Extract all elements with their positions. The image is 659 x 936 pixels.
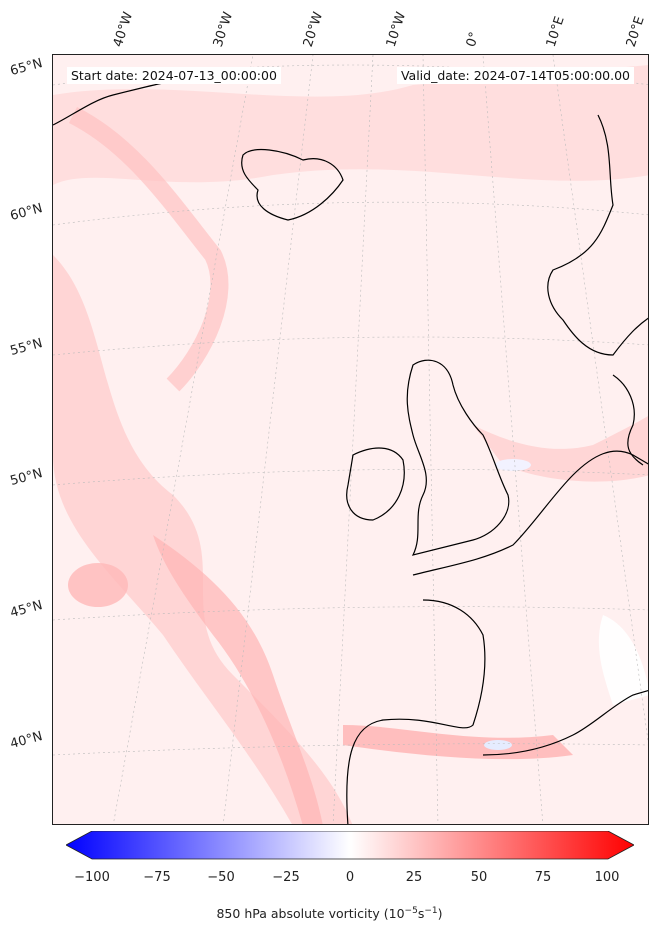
colorbar-tick: 75 — [534, 870, 552, 885]
vorticity-band — [53, 255, 353, 824]
lon-label-30w: 30°W — [210, 10, 237, 49]
colorbar-tick: −25 — [272, 870, 300, 885]
lon-label-10w: 10°W — [383, 10, 410, 49]
vorticity-white-area — [598, 615, 648, 705]
norway-coast — [547, 114, 648, 356]
colorbar-title: 850 hPa absolute vorticity (10−5s−1) — [0, 906, 659, 921]
colorbar-title-suffix: ) — [437, 906, 443, 922]
lat-label-55n: 55°N — [8, 336, 45, 359]
coastlines — [53, 82, 648, 824]
colorbar-tick: 25 — [405, 870, 423, 885]
vorticity-band — [53, 65, 648, 185]
colorbar-tick: 50 — [470, 870, 488, 885]
colorbar-tick: −75 — [143, 870, 171, 885]
iceland-coast — [241, 149, 344, 221]
greenland-coast — [53, 82, 164, 126]
colorbar-tick: −50 — [207, 870, 235, 885]
colorbar-tick: −100 — [74, 870, 110, 885]
lon-label-20e: 20°E — [623, 14, 648, 50]
map-panel: Start date: 2024-07-13_00:00:00 Valid_da… — [52, 54, 649, 825]
france-iberia-coast — [346, 599, 486, 824]
great-britain-coast — [406, 359, 510, 556]
continent-coast — [412, 450, 648, 576]
vorticity-band — [343, 725, 573, 760]
vorticity-map — [53, 55, 648, 824]
start-date-label: Start date: 2024-07-13_00:00:00 — [67, 67, 281, 84]
denmark-coast — [612, 374, 644, 466]
lon-label-40w: 40°W — [110, 10, 137, 49]
colorbar-title-unit: s — [417, 906, 425, 922]
lon-label-0: 0° — [463, 30, 483, 49]
lat-label-40n: 40°N — [8, 729, 45, 752]
vorticity-band — [68, 106, 229, 392]
colorbar-body — [66, 831, 634, 860]
lat-label-50n: 50°N — [8, 466, 45, 489]
lat-label-45n: 45°N — [8, 598, 45, 621]
lon-label-10e: 10°E — [543, 14, 568, 50]
vorticity-blob — [68, 563, 128, 607]
colorbar — [66, 831, 634, 860]
negative-vorticity — [495, 459, 531, 471]
colorbar-tick: 100 — [594, 870, 620, 885]
negative-vorticity — [484, 740, 512, 750]
lon-label-20w: 20°W — [300, 10, 327, 49]
colorbar-title-exponent: −1 — [424, 906, 438, 916]
colorbar-tick: 0 — [345, 870, 355, 885]
lat-label-65n: 65°N — [8, 56, 45, 79]
colorbar-title-prefix: 850 hPa absolute vorticity (10 — [216, 906, 405, 922]
ireland-coast — [346, 447, 405, 521]
vorticity-band — [153, 535, 323, 824]
lat-label-60n: 60°N — [8, 201, 45, 224]
valid-date-label: Valid_date: 2024-07-14T05:00:00.00 — [396, 67, 634, 84]
colorbar-title-exponent: −5 — [404, 906, 418, 916]
spain-north-coast — [482, 689, 648, 756]
graticule — [53, 55, 648, 824]
